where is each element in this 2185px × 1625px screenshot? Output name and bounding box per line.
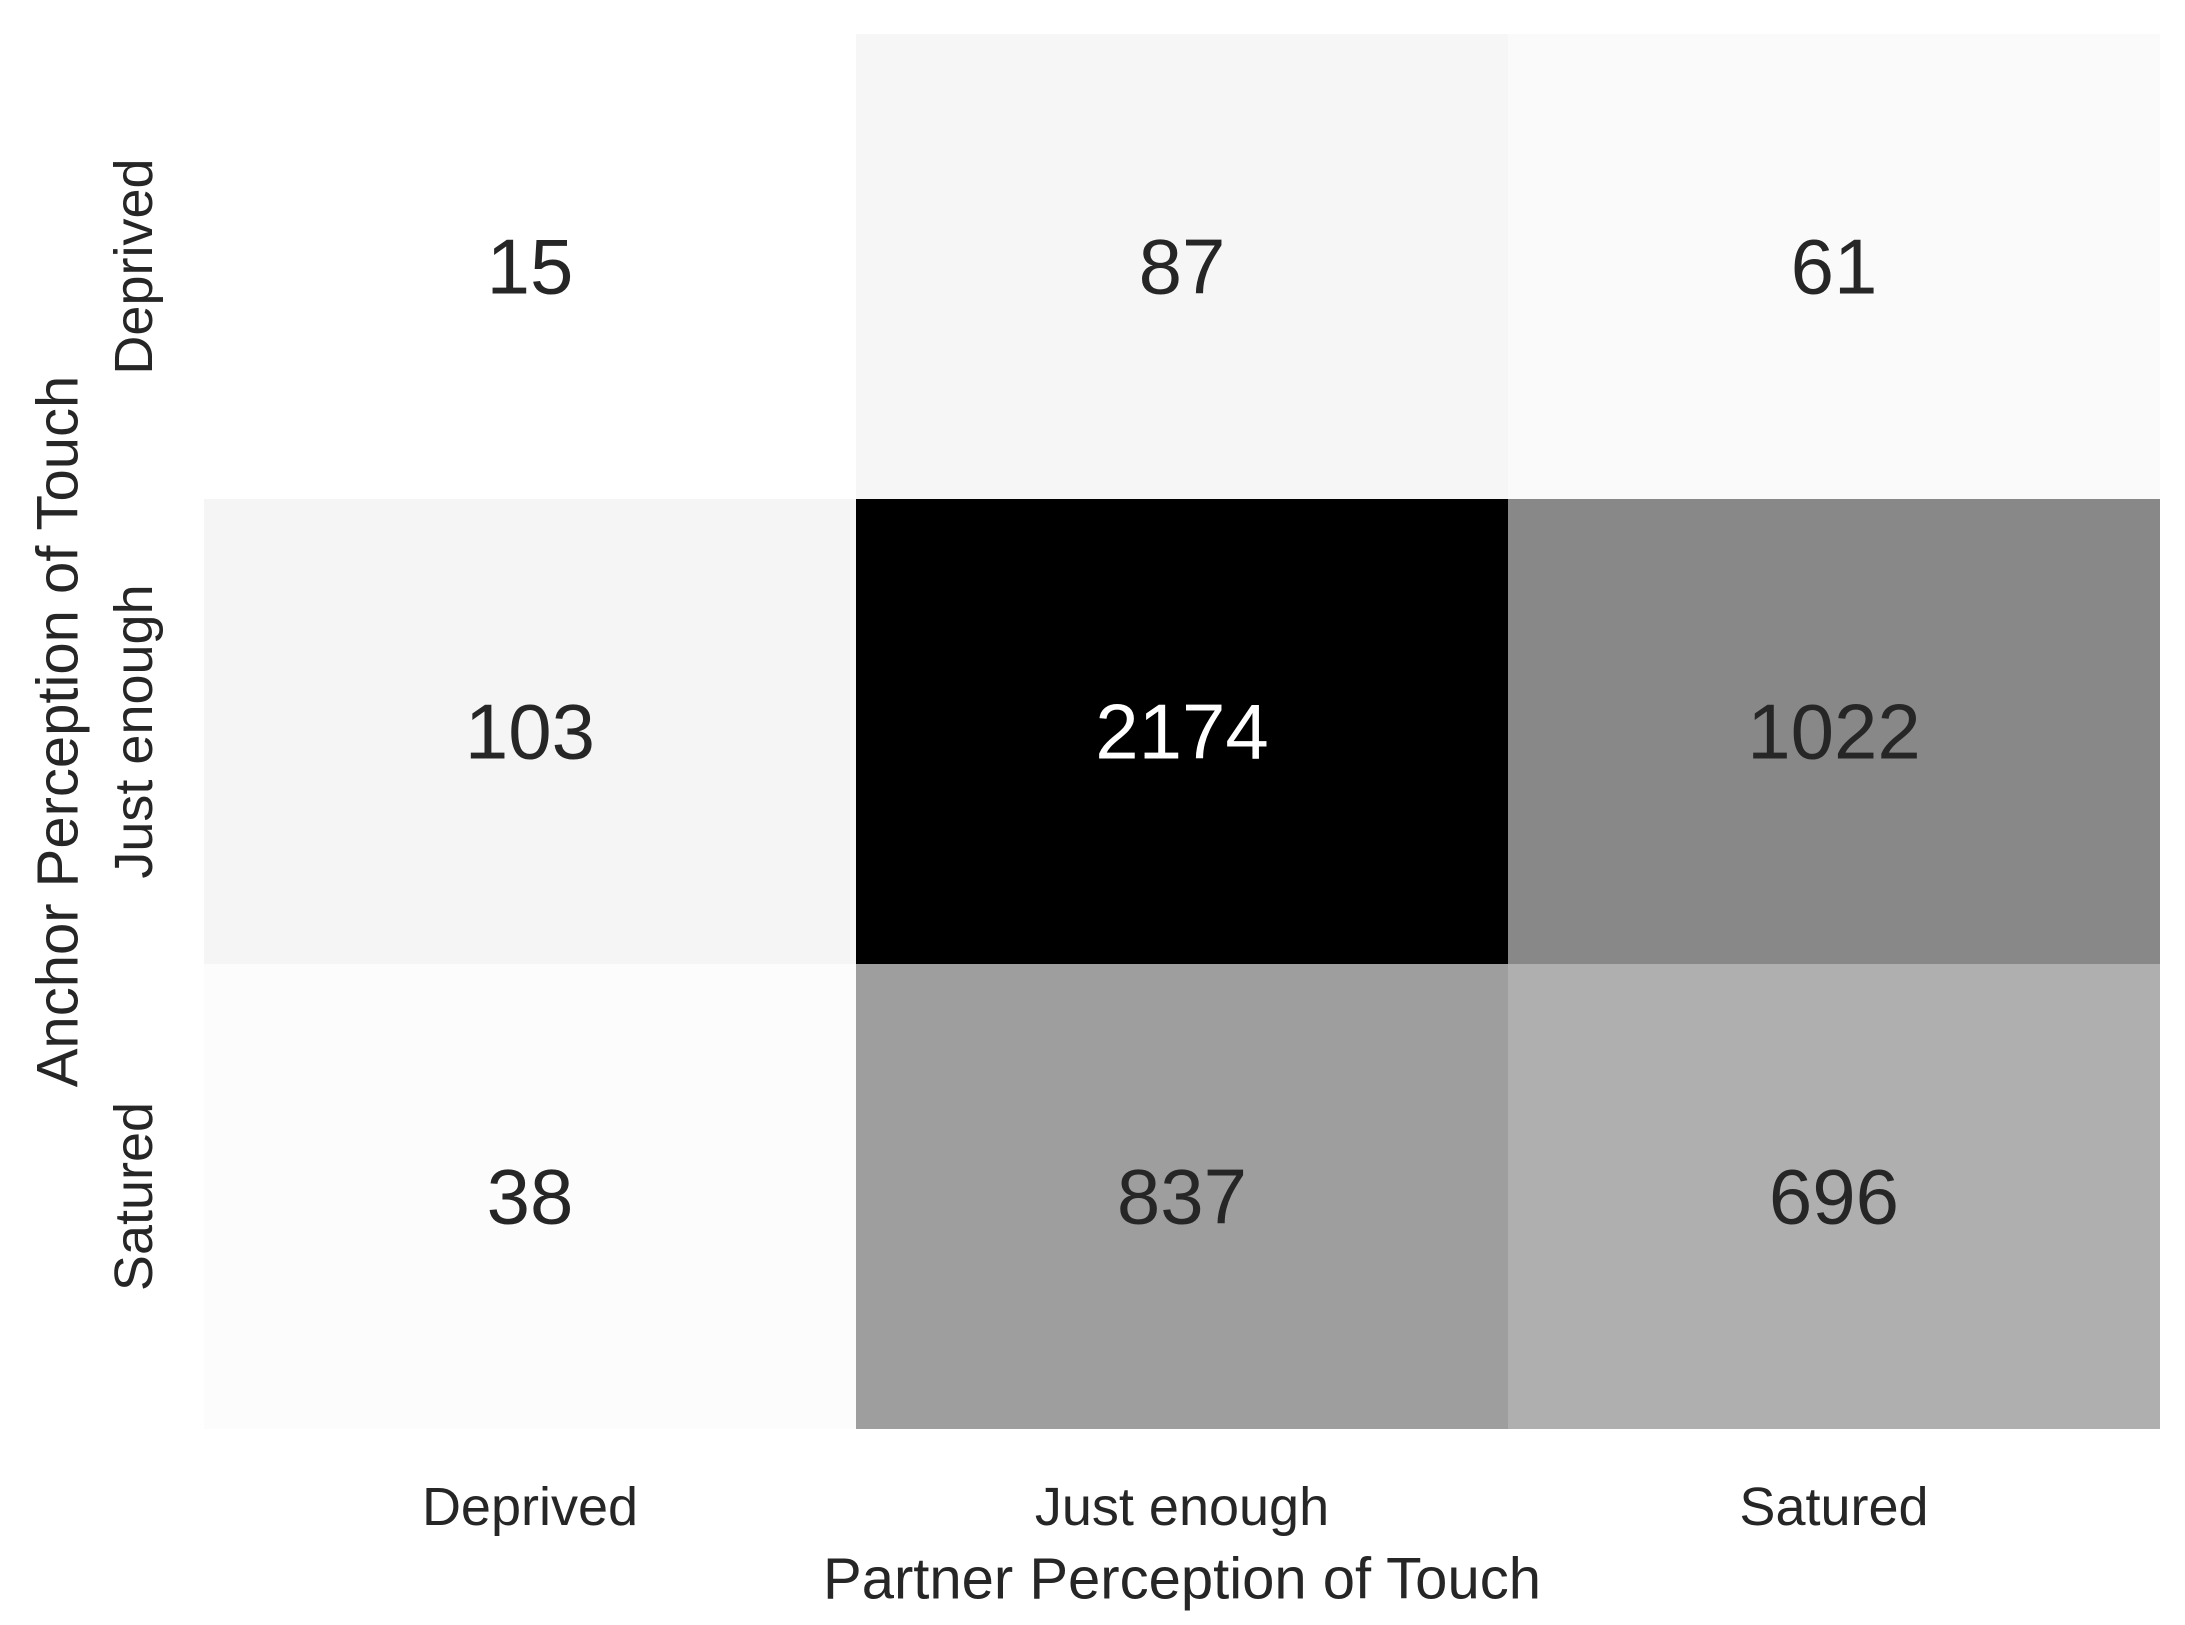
y-tick-label-deprived: Deprived xyxy=(104,158,164,374)
x-tick-label-satured: Satured xyxy=(1739,1477,1928,1537)
heatmap-cell-satured-just-enough xyxy=(856,964,1508,1429)
heatmap-cells xyxy=(204,34,2160,1429)
cell-value-just-enough-satured: 1022 xyxy=(1747,688,1921,776)
x-tick-label-deprived: Deprived xyxy=(422,1477,638,1537)
heatmap-cell-just-enough-deprived xyxy=(204,499,856,964)
cell-value-just-enough-just-enough: 2174 xyxy=(1095,688,1269,776)
cell-value-just-enough-deprived: 103 xyxy=(465,688,595,776)
cell-value-satured-deprived: 38 xyxy=(487,1153,574,1241)
cell-annotations: 15 87 61 103 2174 1022 38 837 696 xyxy=(465,223,1921,1241)
y-axis-label: Anchor Perception of Touch xyxy=(26,376,91,1088)
y-tick-labels: Deprived Just enough Satured xyxy=(104,158,164,1291)
heatmap-cell-just-enough-satured xyxy=(1508,499,2160,964)
y-tick-label-just-enough: Just enough xyxy=(104,584,164,878)
cell-value-deprived-satured: 61 xyxy=(1791,223,1878,311)
heatmap-cell-satured-satured xyxy=(1508,964,2160,1429)
x-tick-label-just-enough: Just enough xyxy=(1035,1477,1329,1537)
heatmap-cell-just-enough-just-enough xyxy=(856,499,1508,964)
heatmap-cell-deprived-just-enough xyxy=(856,34,1508,499)
heatmap-cell-deprived-deprived xyxy=(204,34,856,499)
x-tick-labels: Deprived Just enough Satured xyxy=(422,1477,1929,1537)
heatmap-cell-deprived-satured xyxy=(1508,34,2160,499)
x-axis-label: Partner Perception of Touch xyxy=(823,1547,1541,1612)
cell-value-deprived-just-enough: 87 xyxy=(1139,223,1226,311)
cell-value-satured-satured: 696 xyxy=(1769,1153,1899,1241)
cell-value-satured-just-enough: 837 xyxy=(1117,1153,1247,1241)
heatmap-cell-satured-deprived xyxy=(204,964,856,1429)
y-tick-label-satured: Satured xyxy=(104,1102,164,1291)
cell-value-deprived-deprived: 15 xyxy=(487,223,574,311)
